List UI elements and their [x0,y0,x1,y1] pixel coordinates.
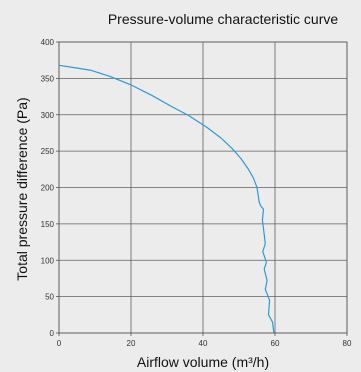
y-tick-label: 50 [45,293,54,302]
y-tick-label: 350 [41,74,55,83]
series-line [58,64,275,334]
y-tick-label: 200 [41,184,55,193]
x-axis-label: Airflow volume (m³/h) [137,354,269,370]
x-tick-label: 80 [343,339,352,348]
x-tick-label: 40 [199,339,208,348]
y-tick-label: 250 [41,147,55,156]
y-tick-label: 0 [50,329,55,338]
chart-title: Pressure-volume characteristic curve [108,11,339,27]
x-tick-label: 60 [271,339,280,348]
y-tick-label: 100 [41,256,55,265]
y-axis-label: Total pressure difference (Pa) [14,97,30,280]
y-tick-label: 150 [41,220,55,229]
y-tick-label: 300 [41,111,55,120]
x-tick-label: 0 [57,339,62,348]
y-tick-label: 400 [41,38,55,47]
x-tick-label: 20 [127,339,136,348]
plot-area: 0 50 100 150 200 250 300 350 400 0 20 40 60 80 [41,38,352,348]
